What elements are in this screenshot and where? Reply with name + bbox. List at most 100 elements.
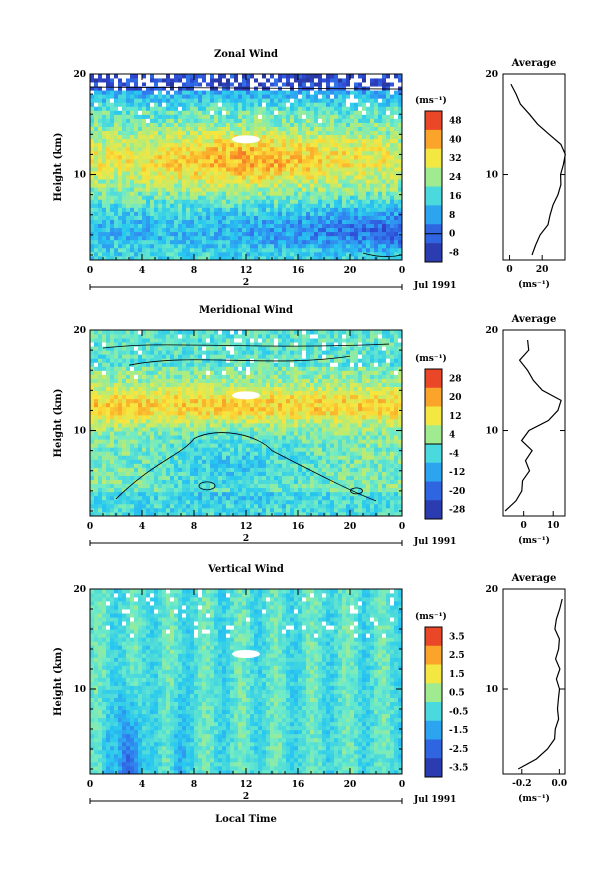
heatmap-cell xyxy=(174,243,179,249)
heatmap-cell xyxy=(186,350,191,355)
heatmap-cell xyxy=(126,158,131,164)
heatmap-cell xyxy=(374,122,379,127)
heatmap-cell xyxy=(118,435,123,440)
heatmap-cell xyxy=(342,74,347,79)
heatmap-cell xyxy=(158,175,163,180)
heatmap-cell xyxy=(354,187,359,192)
heatmap-cell xyxy=(358,179,363,184)
heatmap-cell xyxy=(382,114,387,119)
heatmap-cell xyxy=(266,142,271,148)
heatmap-cell xyxy=(106,398,111,404)
heatmap-cell xyxy=(126,495,131,501)
heatmap-cell xyxy=(174,235,179,241)
heatmap-cell xyxy=(262,130,267,136)
heatmap-cell xyxy=(198,342,203,347)
heatmap-cell xyxy=(190,78,195,83)
heatmap-cell xyxy=(110,215,115,220)
heatmap-cell xyxy=(298,74,303,79)
heatmap-cell xyxy=(386,251,391,257)
heatmap-cell xyxy=(378,114,383,119)
heatmap-cell xyxy=(102,211,107,216)
heatmap-cell xyxy=(174,150,179,156)
heatmap-cell xyxy=(322,114,327,119)
heatmap-cell xyxy=(146,427,151,432)
heatmap-cell xyxy=(386,126,391,132)
heatmap-cell xyxy=(278,142,283,148)
heatmap-cell xyxy=(262,158,267,164)
heatmap-cell xyxy=(122,191,127,196)
heatmap-cell xyxy=(290,110,295,115)
heatmap-cell xyxy=(310,203,315,208)
heatmap-cell xyxy=(298,179,303,184)
heatmap-cell xyxy=(138,410,143,416)
heatmap-cell xyxy=(102,338,107,343)
heatmap-cell xyxy=(362,126,367,132)
heatmap-cell xyxy=(186,410,191,416)
heatmap-cell xyxy=(114,227,119,233)
heatmap-cell xyxy=(366,74,371,79)
heatmap-cell xyxy=(102,142,107,148)
heatmap-cell xyxy=(378,78,383,83)
heatmap-cell xyxy=(202,82,207,87)
heatmap-cell xyxy=(390,90,395,95)
heatmap-cell xyxy=(170,118,175,123)
heatmap-cell xyxy=(258,239,263,245)
heatmap-cell xyxy=(382,118,387,123)
heatmap-cell xyxy=(98,207,103,212)
heatmap-cell xyxy=(138,179,143,184)
heatmap-cell xyxy=(126,154,131,160)
heatmap-cell xyxy=(266,118,271,123)
heatmap-cell xyxy=(158,451,163,456)
heatmap-cell xyxy=(122,443,127,448)
heatmap-cell xyxy=(310,215,315,220)
heatmap-cell xyxy=(94,86,99,91)
heatmap-cell xyxy=(202,223,207,229)
heatmap-cell xyxy=(266,223,271,229)
heatmap-cell xyxy=(266,239,271,245)
heatmap-cell xyxy=(202,187,207,192)
heatmap-cell xyxy=(114,390,119,396)
heatmap-cell xyxy=(242,78,247,83)
heatmap-cell xyxy=(202,154,207,160)
heatmap-cell xyxy=(398,146,403,152)
heatmap-cell xyxy=(178,382,183,388)
heatmap-cell xyxy=(182,102,187,107)
heatmap-cell xyxy=(390,122,395,127)
heatmap-cell xyxy=(178,378,183,383)
heatmap-cell xyxy=(310,191,315,196)
heatmap-cell xyxy=(274,167,279,172)
heatmap-cell xyxy=(190,366,195,371)
heatmap-cell xyxy=(98,183,103,188)
heatmap-cell xyxy=(110,126,115,132)
heatmap-cell xyxy=(134,406,139,412)
heatmap-cell xyxy=(126,463,131,468)
heatmap-cell xyxy=(334,243,339,249)
heatmap-cell xyxy=(130,247,135,253)
heatmap-cell xyxy=(102,207,107,212)
heatmap-cell xyxy=(206,199,211,204)
heatmap-cell xyxy=(246,183,251,188)
heatmap-cell xyxy=(126,102,131,107)
heatmap-cell xyxy=(374,187,379,192)
heatmap-cell xyxy=(186,102,191,107)
heatmap-cell xyxy=(158,235,163,241)
heatmap-cell xyxy=(162,366,167,371)
heatmap-cell xyxy=(186,402,191,408)
heatmap-cell xyxy=(182,179,187,184)
heatmap-cell xyxy=(242,158,247,164)
heatmap-cell xyxy=(170,414,175,420)
heatmap-cell xyxy=(94,459,99,464)
heatmap-cell xyxy=(94,410,99,416)
heatmap-cell xyxy=(142,183,147,188)
heatmap-cell xyxy=(362,199,367,204)
heatmap-cell xyxy=(334,106,339,111)
heatmap-cell xyxy=(346,98,351,103)
heatmap-cell xyxy=(154,423,159,428)
heatmap-cell xyxy=(350,158,355,164)
heatmap-cell xyxy=(186,427,191,432)
heatmap-cell xyxy=(138,398,143,404)
heatmap-cell xyxy=(194,447,199,452)
heatmap-cell xyxy=(274,255,279,261)
heatmap-cell xyxy=(98,499,103,505)
heatmap-cell xyxy=(158,162,163,168)
